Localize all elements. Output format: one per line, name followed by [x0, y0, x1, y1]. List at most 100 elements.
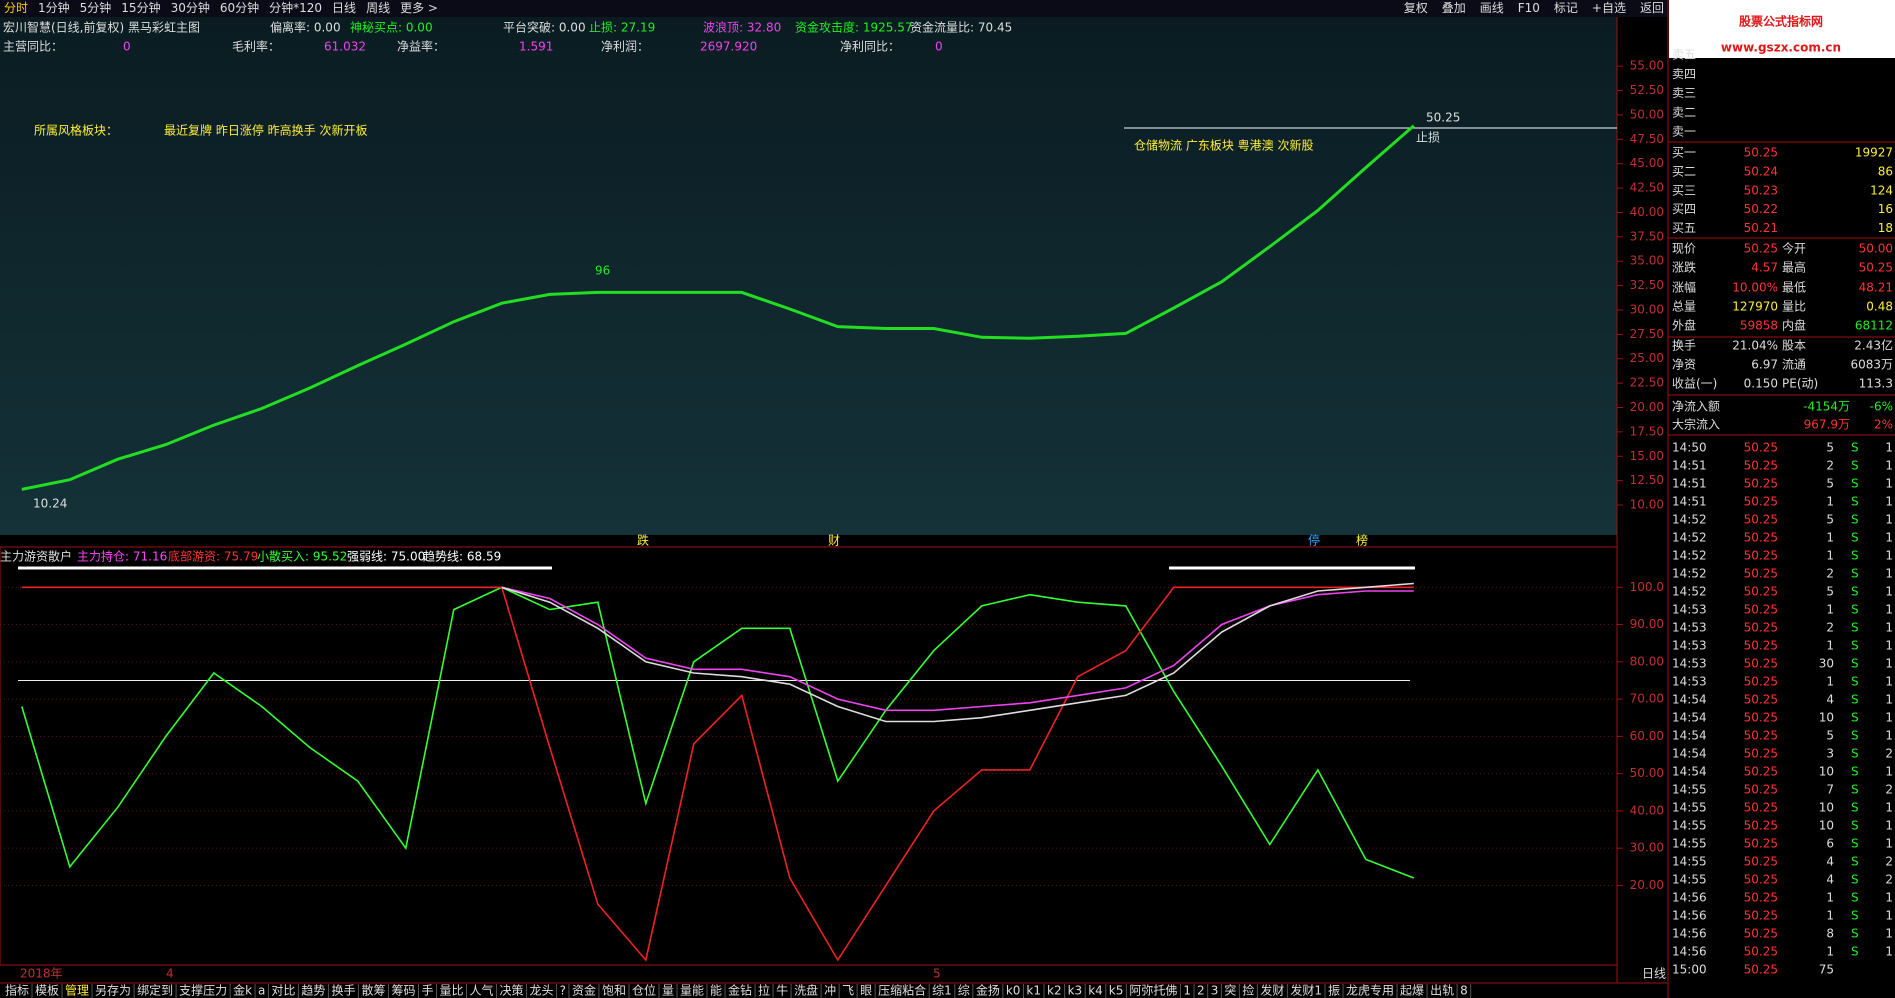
- logo-url: www.gszx.com.cn: [1721, 41, 1841, 55]
- bottom-tab[interactable]: 飞: [842, 984, 854, 998]
- logo-box: [1669, 0, 1895, 58]
- menu-button[interactable]: 叠加: [1442, 1, 1466, 15]
- bottom-tab[interactable]: 另存为: [95, 984, 131, 998]
- trade-side: S: [1851, 819, 1859, 833]
- bottom-tab[interactable]: 3: [1211, 984, 1219, 998]
- menu-button[interactable]: F10: [1518, 1, 1540, 15]
- bottom-tab[interactable]: 牛: [776, 983, 788, 998]
- bottom-tab[interactable]: k2: [1047, 984, 1062, 998]
- bottom-tab[interactable]: 发财1: [1290, 983, 1322, 998]
- bottom-tab[interactable]: 量比: [440, 984, 464, 998]
- bottom-tab[interactable]: a: [258, 984, 265, 998]
- bottom-tab[interactable]: 管理: [65, 983, 89, 998]
- bottom-tab[interactable]: 决策: [500, 984, 524, 998]
- bottom-tab[interactable]: 金k: [233, 983, 252, 998]
- stat-value: 68112: [1855, 319, 1893, 333]
- menu-tab[interactable]: 5分钟: [80, 0, 112, 15]
- menu-tab[interactable]: 分时: [4, 1, 28, 15]
- bottom-tab[interactable]: 量能: [680, 984, 704, 998]
- menu-button[interactable]: +自选: [1592, 1, 1626, 15]
- bottom-tab[interactable]: 仓位: [632, 983, 656, 998]
- bottom-tab[interactable]: 对比: [271, 984, 295, 998]
- bottom-tab[interactable]: 2: [1197, 984, 1205, 998]
- bottom-tab[interactable]: 金扬: [976, 983, 1000, 998]
- bottom-tab[interactable]: 量: [662, 984, 674, 998]
- bottom-tab[interactable]: 支撑压力: [179, 983, 227, 998]
- trade-time: 14:54: [1672, 693, 1707, 707]
- bottom-tab[interactable]: k0: [1006, 984, 1021, 998]
- menu-button[interactable]: 标记: [1554, 1, 1578, 15]
- trade-price: 50.25: [1744, 945, 1778, 959]
- bottom-tab[interactable]: 1: [1183, 984, 1191, 998]
- bottom-tab[interactable]: 龙头: [530, 984, 554, 998]
- bottom-tab[interactable]: 突: [1224, 983, 1236, 998]
- bottom-tab[interactable]: 洗盘: [794, 983, 818, 998]
- bottom-tab[interactable]: 捡: [1242, 983, 1254, 998]
- bottom-tab[interactable]: 压缩粘合: [878, 983, 926, 998]
- bottom-tab[interactable]: 起爆: [1400, 984, 1424, 998]
- menu-button[interactable]: 返回: [1640, 1, 1664, 15]
- bottom-tab[interactable]: 振: [1328, 984, 1340, 998]
- bottom-tab[interactable]: 手: [421, 984, 433, 998]
- indicator-value: 资金流量比: 70.45: [910, 20, 1012, 35]
- trade-time: 14:51: [1672, 477, 1707, 491]
- trade-price: 50.25: [1744, 909, 1778, 923]
- bottom-tab[interactable]: 眼: [860, 984, 872, 998]
- trade-volume: 1: [1826, 909, 1834, 923]
- bottom-tab[interactable]: 指标: [5, 983, 29, 998]
- trade-time: 14:54: [1672, 729, 1707, 743]
- stat-label: PE(动): [1782, 377, 1818, 391]
- menu-button[interactable]: 复权: [1404, 1, 1428, 15]
- bottom-tab[interactable]: k1: [1026, 984, 1041, 998]
- menu-tab[interactable]: 1分钟: [38, 0, 70, 15]
- bottom-tab[interactable]: 拉: [758, 983, 770, 998]
- quote-volume: 124: [1870, 183, 1893, 197]
- trade-price: 50.25: [1744, 639, 1778, 653]
- bottom-tab[interactable]: ?: [560, 984, 566, 998]
- menu-tab[interactable]: 30分钟: [171, 0, 210, 15]
- trade-time: 14:54: [1672, 765, 1707, 779]
- trade-side: S: [1851, 441, 1859, 455]
- bottom-tab[interactable]: 筹码: [391, 984, 415, 998]
- bottom-tab[interactable]: 绑定到: [137, 983, 173, 998]
- bottom-tab[interactable]: 资金: [572, 983, 596, 998]
- menu-tab[interactable]: 周线: [366, 1, 390, 15]
- bottom-tab[interactable]: k5: [1109, 984, 1124, 998]
- menu-tab[interactable]: 15分钟: [121, 0, 160, 15]
- bottom-tab[interactable]: 发财: [1260, 983, 1284, 998]
- menu-tab[interactable]: 60分钟: [220, 0, 259, 15]
- bottom-tab[interactable]: k3: [1068, 984, 1083, 998]
- menu-tab[interactable]: 更多 >: [400, 1, 438, 15]
- bottom-tab[interactable]: 人气: [470, 983, 494, 998]
- menu-tab[interactable]: 分钟*120: [269, 0, 322, 15]
- bottom-tab[interactable]: k4: [1088, 984, 1103, 998]
- trade-price: 50.25: [1744, 495, 1778, 509]
- trade-time: 14:56: [1672, 927, 1707, 941]
- trade-side: S: [1851, 531, 1859, 545]
- bottom-tab[interactable]: 出轨: [1430, 984, 1454, 998]
- bottom-tab[interactable]: 饱和: [602, 983, 626, 998]
- bottom-tab[interactable]: 阿弥托佛: [1129, 983, 1177, 998]
- stat-label: 净流入额: [1672, 400, 1720, 414]
- bottom-tab[interactable]: 散筹: [361, 983, 385, 998]
- trade-time: 14:54: [1672, 747, 1707, 761]
- bottom-tab[interactable]: 龙虎专用: [1346, 983, 1394, 998]
- trade-price: 50.25: [1744, 855, 1778, 869]
- y-tick-label: 42.50: [1630, 181, 1664, 195]
- bottom-tab[interactable]: 模板: [35, 984, 59, 998]
- menu-tab[interactable]: 日线: [332, 1, 356, 15]
- bottom-tab[interactable]: 综1: [932, 984, 952, 998]
- stat-value: 10.00%: [1732, 281, 1778, 295]
- trade-volume: 3: [1826, 747, 1834, 761]
- menu-button[interactable]: 画线: [1480, 1, 1504, 15]
- trade-price: 50.25: [1744, 783, 1778, 797]
- trade-count: 1: [1885, 927, 1893, 941]
- bottom-tab[interactable]: 综: [958, 984, 970, 998]
- bottom-tab[interactable]: 8: [1460, 984, 1468, 998]
- bottom-tab[interactable]: 能: [710, 984, 722, 998]
- bottom-tab[interactable]: 金钻: [728, 983, 752, 998]
- bottom-tab[interactable]: 趋势: [301, 984, 325, 998]
- bottom-tab[interactable]: 冲: [824, 983, 836, 998]
- bottom-tab[interactable]: 换手: [331, 984, 355, 998]
- y-tick-label: 52.50: [1630, 83, 1664, 97]
